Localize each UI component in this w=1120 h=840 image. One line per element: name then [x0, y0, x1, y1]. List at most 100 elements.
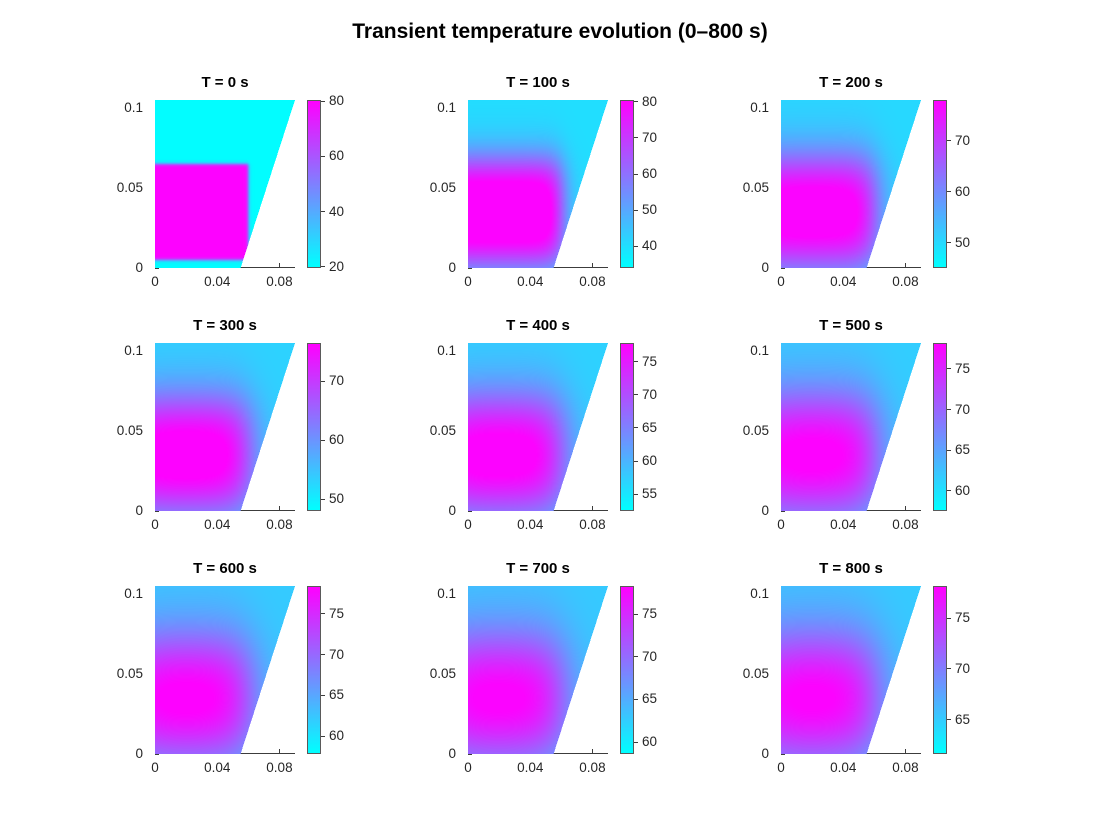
colorbar-tick-mark [321, 266, 325, 268]
plot-area [155, 100, 295, 269]
colorbar-tick-label: 60 [955, 482, 971, 498]
x-tick-label: 0.04 [204, 517, 231, 532]
colorbar-tick-mark [947, 490, 951, 492]
heatmap-canvas [781, 586, 921, 754]
colorbar-tick-label: 50 [642, 202, 658, 218]
heatmap-canvas [155, 100, 295, 268]
colorbar-tick-label: 80 [329, 93, 345, 109]
colorbar-tick-label: 70 [955, 660, 971, 676]
subplot-title: T = 0 s [201, 74, 249, 91]
y-tick-label: 0.1 [750, 100, 769, 115]
x-tick-label: 0.08 [266, 517, 293, 532]
colorbar-tick-mark [634, 460, 638, 462]
heatmap-canvas [781, 100, 921, 268]
colorbar-tick-label: 75 [955, 360, 971, 376]
subplot-title: T = 500 s [819, 317, 883, 334]
colorbar-tick-label: 40 [329, 203, 345, 219]
colorbar-tick-marks [634, 586, 638, 754]
subplot: T = 0 s 0 0.05 0.1 0 0.04 0.08 20 40 60 80 [42, 62, 355, 305]
subplot: T = 400 s 0 0.05 0.1 0 0.04 0.08 55 60 65 70 75 [355, 305, 668, 548]
colorbar-tick-label: 55 [642, 486, 658, 502]
subplot: T = 500 s 0 0.05 0.1 0 0.04 0.08 60 65 70 75 [668, 305, 981, 548]
colorbar-tick-mark [947, 368, 951, 370]
plot-area [781, 586, 921, 755]
x-tick-label: 0 [464, 760, 472, 775]
colorbar [620, 586, 634, 754]
y-tick-mark [781, 753, 785, 755]
x-tick-label: 0.08 [579, 274, 606, 289]
colorbar-tick-label: 75 [329, 605, 345, 621]
plot-area [781, 343, 921, 512]
colorbar-tick-labels: 60 65 70 75 [642, 586, 676, 754]
y-axis-tick-labels: 0 0.05 0.1 [100, 343, 149, 518]
y-tick-label: 0.1 [437, 100, 456, 115]
colorbar [620, 343, 634, 511]
y-axis-tick-labels: 0 0.05 0.1 [726, 100, 775, 275]
colorbar-tick-mark [947, 449, 951, 451]
y-tick-label: 0.05 [742, 666, 769, 681]
y-tick-label: 0.1 [437, 343, 456, 358]
y-tick-label: 0.1 [437, 586, 456, 601]
y-tick-mark [155, 753, 159, 755]
x-tick-label: 0.04 [830, 760, 857, 775]
colorbar-tick-marks [634, 100, 638, 268]
y-tick-label: 0.1 [124, 100, 143, 115]
colorbar-tick-mark [321, 654, 325, 655]
colorbar-tick-mark [321, 735, 325, 737]
colorbar-tick-mark [947, 140, 951, 142]
colorbar-tick-marks [947, 100, 951, 268]
subplot: T = 200 s 0 0.05 0.1 0 0.04 0.08 50 60 70 [668, 62, 981, 305]
colorbar-tick-mark [321, 211, 325, 213]
y-axis-tick-labels: 0 0.05 0.1 [100, 100, 149, 275]
colorbar-tick-marks [947, 343, 951, 511]
colorbar-tick-label: 70 [955, 401, 971, 417]
colorbar-tick-label: 70 [329, 373, 345, 389]
colorbar-tick-label: 65 [955, 711, 971, 727]
heatmap-canvas [781, 343, 921, 511]
colorbar-tick-mark [947, 719, 951, 721]
colorbar-tick-label: 50 [329, 491, 345, 507]
y-axis-tick-labels: 0 0.05 0.1 [726, 343, 775, 518]
y-tick-label: 0.05 [742, 423, 769, 438]
subplot-title: T = 400 s [506, 317, 570, 334]
x-tick-label: 0 [777, 517, 785, 532]
x-axis-tick-labels: 0 0.04 0.08 [151, 760, 295, 776]
x-tick-label: 0 [151, 274, 159, 289]
colorbar-tick-label: 60 [329, 728, 345, 744]
y-tick-label: 0.1 [750, 586, 769, 601]
subplot: T = 300 s 0 0.05 0.1 0 0.04 0.08 50 60 70 [42, 305, 355, 548]
y-tick-label: 0.05 [429, 423, 456, 438]
colorbar-tick-mark [634, 698, 638, 700]
colorbar-tick-label: 65 [955, 442, 971, 458]
x-tick-label: 0.04 [517, 274, 544, 289]
x-axis-tick-labels: 0 0.04 0.08 [464, 274, 608, 290]
colorbar [933, 586, 947, 754]
colorbar [933, 343, 947, 511]
colorbar-tick-labels: 60 65 70 75 [329, 586, 363, 754]
colorbar-tick-mark [947, 191, 951, 193]
colorbar-tick-label: 60 [642, 453, 658, 469]
x-tick-label: 0 [464, 274, 472, 289]
x-tick-label: 0.04 [517, 517, 544, 532]
plot-area [155, 586, 295, 755]
x-tick-label: 0.08 [892, 517, 919, 532]
colorbar [307, 343, 321, 511]
x-tick-label: 0.04 [204, 274, 231, 289]
y-tick-label: 0 [761, 260, 769, 275]
x-tick-label: 0.04 [830, 517, 857, 532]
x-tick-label: 0 [464, 517, 472, 532]
heatmap-canvas [468, 100, 608, 268]
colorbar-tick-label: 60 [642, 734, 658, 750]
colorbar-tick-label: 70 [642, 129, 658, 145]
x-tick-label: 0.08 [892, 760, 919, 775]
colorbar-tick-label: 75 [642, 353, 658, 369]
x-axis-tick-labels: 0 0.04 0.08 [151, 517, 295, 533]
colorbar-tick-labels: 65 70 75 [955, 586, 989, 754]
subplot-title: T = 800 s [819, 560, 883, 577]
colorbar-tick-label: 65 [642, 691, 658, 707]
y-tick-label: 0 [135, 503, 143, 518]
x-axis-tick-labels: 0 0.04 0.08 [777, 760, 921, 776]
colorbar [307, 100, 321, 268]
y-tick-label: 0 [448, 503, 456, 518]
colorbar-tick-label: 75 [955, 610, 971, 626]
